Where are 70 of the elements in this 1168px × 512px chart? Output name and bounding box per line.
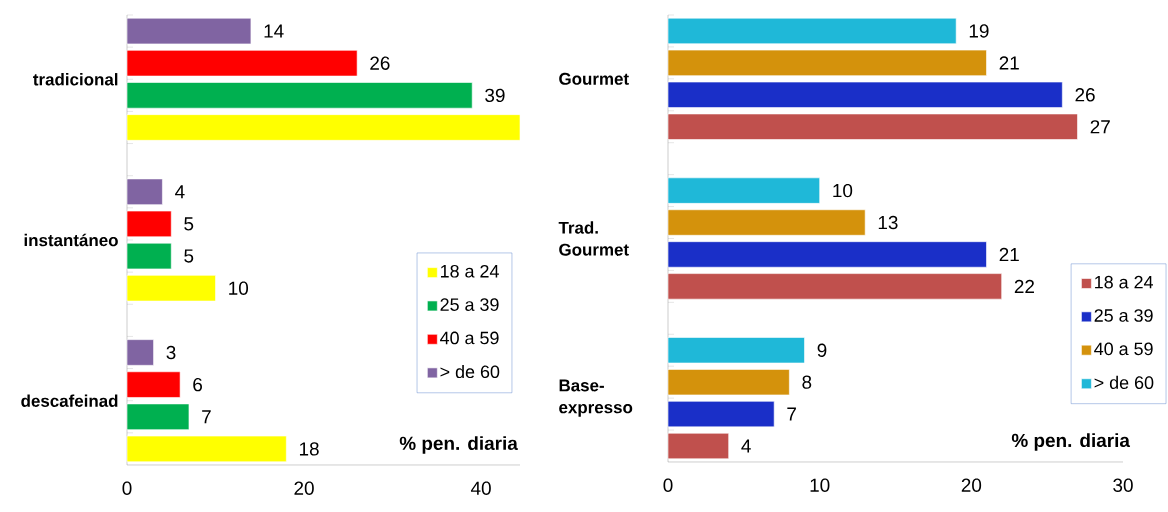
- annotation: % pen. diaria: [399, 436, 518, 454]
- bar: [126, 50, 358, 77]
- bar: [667, 273, 1002, 300]
- data-label: 39: [485, 88, 505, 103]
- bar: [126, 17, 252, 45]
- y-tick-label: Gourmet: [559, 72, 629, 85]
- y-tick-label: instantáneo: [24, 233, 118, 247]
- y-tick-label: tradicional: [33, 73, 118, 86]
- data-label: 13: [878, 215, 898, 230]
- legend-label: 18 a 24: [440, 264, 499, 278]
- bar: [126, 242, 172, 270]
- data-label: 3: [166, 345, 176, 360]
- bar: [667, 369, 790, 396]
- data-label: 7: [202, 410, 211, 424]
- bar: [667, 81, 1063, 108]
- data-label: 21: [999, 56, 1019, 70]
- annotation: % pen. diaria: [1011, 433, 1131, 451]
- data-label: 14: [264, 24, 284, 38]
- x-tick-label: 20: [294, 481, 314, 495]
- data-label: 8: [802, 375, 812, 389]
- legend-label: 25 a 39: [440, 298, 499, 311]
- x-tick-label: 30: [1113, 478, 1133, 492]
- data-label: 26: [370, 56, 390, 70]
- bar: [667, 432, 729, 460]
- bar: [667, 209, 866, 236]
- bar: [126, 371, 181, 398]
- bar: [126, 114, 521, 141]
- y-tick-label: Base-expresso: [559, 379, 633, 417]
- data-label: 7: [787, 407, 796, 421]
- legend-label: > de 60: [1094, 375, 1154, 390]
- bar: [667, 177, 820, 204]
- bar: [126, 275, 216, 302]
- bar: [667, 401, 775, 428]
- data-label: 4: [175, 185, 185, 199]
- legend-label: 40 a 59: [440, 331, 499, 345]
- data-label: 10: [229, 281, 249, 295]
- data-label: 6: [193, 377, 202, 392]
- bar: [667, 241, 987, 268]
- bar: [667, 113, 1078, 140]
- bar: [126, 178, 163, 205]
- data-label: 22: [1014, 279, 1034, 293]
- bar: [126, 339, 154, 366]
- bar: [126, 403, 190, 430]
- x-tick-label: 10: [810, 478, 830, 492]
- y-tick-label: Trad. Gourmet: [558, 221, 629, 256]
- bar: [667, 337, 805, 364]
- x-tick-label: 40: [470, 481, 491, 495]
- legend-label: 40 a 59: [1094, 342, 1153, 356]
- x-tick-label: 0: [122, 481, 132, 495]
- data-label: 9: [817, 343, 827, 357]
- data-label: 21: [999, 247, 1019, 262]
- data-label: 27: [1090, 120, 1110, 134]
- data-label: 5: [184, 217, 194, 231]
- y-tick-label: descafeinad: [21, 394, 118, 407]
- bar: [667, 49, 987, 76]
- x-tick-label: 20: [961, 478, 982, 492]
- data-label: 18: [299, 442, 319, 456]
- data-label: 10: [833, 183, 853, 198]
- legend-label: 25 a 39: [1094, 309, 1153, 322]
- bar: [667, 17, 957, 45]
- data-label: 5: [184, 249, 194, 263]
- data-label: 19: [969, 24, 989, 38]
- data-label: 26: [1075, 88, 1095, 102]
- bar: [126, 82, 473, 109]
- data-label: 4: [741, 439, 751, 453]
- bar: [126, 435, 287, 463]
- legend-label: > de 60: [440, 364, 500, 379]
- legend-label: 18 a 24: [1095, 275, 1153, 289]
- bar: [126, 210, 172, 238]
- x-tick-label: 0: [663, 478, 673, 492]
